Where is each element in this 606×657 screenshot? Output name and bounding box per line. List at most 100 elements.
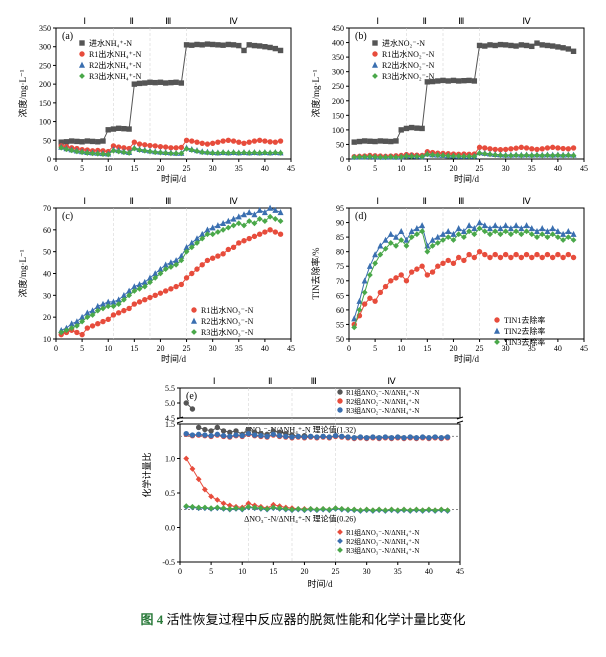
chart-svg-a: ⅠⅡⅢⅣ050100150200250300350051015202530354… (14, 10, 299, 185)
svg-text:90: 90 (336, 219, 344, 228)
svg-text:R3出水NO₂⁻-N: R3出水NO₂⁻-N (382, 71, 435, 81)
chart-svg-d: ⅠⅡⅢⅣ505560657075808590950510152025303540… (307, 190, 592, 365)
svg-text:35: 35 (235, 344, 243, 353)
svg-text:Ⅱ: Ⅱ (423, 196, 427, 206)
svg-text:(c): (c) (62, 211, 73, 222)
svg-text:250: 250 (39, 61, 51, 70)
svg-text:-0.5: -0.5 (162, 558, 175, 567)
svg-text:R2出水NH₄⁺-N: R2出水NH₄⁺-N (89, 60, 142, 70)
chart-d: ⅠⅡⅢⅣ505560657075808590950510152025303540… (307, 190, 592, 370)
svg-text:150: 150 (39, 99, 51, 108)
svg-text:R3组ΔNO₃⁻-N/ΔNH₄⁺-N: R3组ΔNO₃⁻-N/ΔNH₄⁺-N (346, 546, 419, 555)
svg-text:0: 0 (347, 344, 351, 353)
chart-a: ⅠⅡⅢⅣ050100150200250300350051015202530354… (14, 10, 299, 190)
svg-text:Ⅱ: Ⅱ (268, 376, 272, 386)
svg-text:10: 10 (238, 567, 246, 576)
svg-text:R2组ΔNO₂⁻-N/ΔNH₄⁺-N: R2组ΔNO₂⁻-N/ΔNH₄⁺-N (346, 397, 419, 406)
svg-text:45: 45 (287, 164, 295, 173)
svg-text:35: 35 (235, 164, 243, 173)
svg-text:0: 0 (54, 164, 58, 173)
svg-text:40: 40 (425, 567, 433, 576)
svg-text:Ⅲ: Ⅲ (165, 196, 171, 206)
svg-text:Ⅳ: Ⅳ (387, 376, 396, 386)
svg-text:TIN3去除率: TIN3去除率 (504, 337, 545, 347)
svg-text:(e): (e) (186, 391, 197, 402)
svg-text:40: 40 (261, 164, 269, 173)
svg-text:R3出水NH₄⁺-N: R3出水NH₄⁺-N (89, 71, 142, 81)
svg-text:200: 200 (39, 80, 51, 89)
svg-text:95: 95 (336, 204, 344, 213)
svg-text:15: 15 (130, 164, 138, 173)
svg-text:Ⅳ: Ⅳ (522, 16, 531, 26)
chart-svg-b: ⅠⅡⅢⅣ050100150200250300350400450051015202… (307, 10, 592, 185)
svg-text:TIN去除率/%: TIN去除率/% (310, 247, 321, 299)
figure-container: ⅠⅡⅢⅣ050100150200250300350051015202530354… (0, 0, 606, 638)
svg-text:R2组ΔNO₃⁻-N/ΔNH₄⁺-N: R2组ΔNO₃⁻-N/ΔNH₄⁺-N (346, 537, 419, 546)
svg-text:70: 70 (43, 204, 51, 213)
chart-e: ⅠⅡⅢⅣ4.55.05.5-0.50.00.51.01.505101520253… (138, 370, 468, 595)
svg-text:Ⅳ: Ⅳ (522, 196, 531, 206)
svg-text:5: 5 (209, 567, 213, 576)
svg-text:化学计量比: 化学计量比 (141, 452, 152, 497)
caption-text: 活性恢复过程中反应器的脱氮性能和化学计量比变化 (163, 612, 465, 627)
svg-text:50: 50 (43, 248, 51, 257)
svg-text:Ⅲ: Ⅲ (165, 16, 171, 26)
svg-text:(b): (b) (355, 31, 367, 42)
svg-text:40: 40 (43, 270, 51, 279)
svg-text:150: 150 (332, 111, 344, 120)
svg-text:20: 20 (449, 164, 457, 173)
svg-text:30: 30 (502, 164, 510, 173)
svg-text:70: 70 (336, 277, 344, 286)
svg-text:400: 400 (332, 39, 344, 48)
svg-text:5: 5 (80, 164, 84, 173)
svg-text:20: 20 (156, 344, 164, 353)
svg-text:R3出水NO₃⁻-N: R3出水NO₃⁻-N (201, 327, 254, 337)
svg-text:300: 300 (39, 43, 51, 52)
svg-text:20: 20 (449, 344, 457, 353)
svg-text:40: 40 (261, 344, 269, 353)
svg-text:R1组ΔNO₃⁻-N/ΔNH₄⁺-N: R1组ΔNO₃⁻-N/ΔNH₄⁺-N (346, 528, 419, 537)
svg-text:1.0: 1.0 (165, 455, 175, 464)
svg-text:10: 10 (43, 335, 51, 344)
svg-text:5.0: 5.0 (165, 399, 175, 408)
svg-text:5: 5 (80, 344, 84, 353)
caption-number: 图 4 (140, 612, 163, 627)
chart-svg-c: ⅠⅡⅢⅣ10203040506070051015202530354045(c)R… (14, 190, 299, 365)
svg-text:0.5: 0.5 (165, 489, 175, 498)
svg-text:200: 200 (332, 97, 344, 106)
svg-text:10: 10 (104, 164, 112, 173)
svg-text:Ⅰ: Ⅰ (83, 196, 86, 206)
svg-text:20: 20 (43, 313, 51, 322)
svg-text:65: 65 (336, 291, 344, 300)
svg-text:(d): (d) (355, 211, 367, 222)
figure-caption: 图 4 活性恢复过程中反应器的脱氮性能和化学计量比变化 (0, 609, 606, 628)
svg-text:15: 15 (269, 567, 277, 576)
svg-text:250: 250 (332, 82, 344, 91)
svg-text:100: 100 (39, 118, 51, 127)
svg-text:5: 5 (373, 164, 377, 173)
svg-text:15: 15 (423, 164, 431, 173)
svg-text:Ⅱ: Ⅱ (130, 196, 134, 206)
svg-text:ΔNO₃⁻-N/ΔNH₄⁺-N 理论值(0.26): ΔNO₃⁻-N/ΔNH₄⁺-N 理论值(0.26) (244, 514, 356, 524)
svg-text:浓度/mg·L⁻¹: 浓度/mg·L⁻¹ (17, 249, 28, 297)
svg-text:30: 30 (209, 344, 217, 353)
svg-text:TIN2去除率: TIN2去除率 (504, 326, 545, 336)
svg-text:TIN1去除率: TIN1去除率 (504, 315, 545, 325)
svg-text:10: 10 (397, 164, 405, 173)
svg-text:Ⅰ: Ⅰ (83, 16, 86, 26)
svg-text:30: 30 (209, 164, 217, 173)
svg-text:Ⅲ: Ⅲ (458, 196, 464, 206)
svg-text:时间/d: 时间/d (161, 173, 187, 184)
svg-text:45: 45 (287, 344, 295, 353)
svg-text:Ⅰ: Ⅰ (376, 196, 379, 206)
svg-text:35: 35 (394, 567, 402, 576)
svg-text:Ⅱ: Ⅱ (423, 16, 427, 26)
svg-text:100: 100 (332, 126, 344, 135)
svg-text:Ⅰ: Ⅰ (376, 16, 379, 26)
chart-b: ⅠⅡⅢⅣ050100150200250300350400450051015202… (307, 10, 592, 190)
svg-text:15: 15 (130, 344, 138, 353)
svg-text:25: 25 (476, 164, 484, 173)
svg-text:20: 20 (300, 567, 308, 576)
svg-text:25: 25 (183, 164, 191, 173)
svg-text:Ⅳ: Ⅳ (229, 196, 238, 206)
